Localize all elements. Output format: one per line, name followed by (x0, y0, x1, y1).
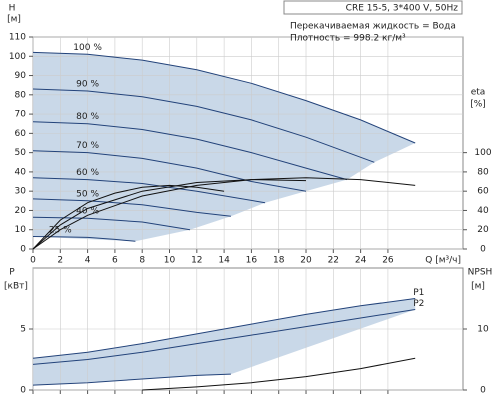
curve (142, 357, 416, 391)
curve (32, 373, 231, 386)
curve (32, 216, 191, 231)
y-tick-label: 110 (9, 33, 26, 43)
x-tick-label: 8 (139, 256, 145, 266)
curve (32, 309, 416, 365)
x-tick-label: 6 (112, 256, 118, 266)
y-tick-label: 90 (15, 71, 27, 81)
curve (32, 88, 375, 163)
x-tick-label: 10 (164, 256, 176, 266)
x-axis-label: Q [м³/ч] (425, 256, 461, 266)
curve (32, 121, 348, 181)
y-tick-label: 10 (15, 225, 27, 235)
y2-tick-label: 10 (477, 325, 489, 335)
curve (32, 184, 225, 250)
y-tick-label: 40 (15, 167, 27, 177)
y-axis-label: P (9, 268, 15, 278)
y-axis-unit: [кВт] (4, 282, 28, 292)
y-tick-label: 0 (20, 386, 26, 396)
curve (32, 177, 266, 204)
curve-label: P1 (413, 288, 424, 298)
curve-label: 80 % (76, 112, 99, 122)
y2-tick-label: 80 (477, 167, 489, 177)
y-tick-label: 50 (15, 148, 27, 158)
y-tick-label: 20 (15, 206, 27, 216)
y2-tick-label: 60 (477, 187, 489, 197)
y-tick-label: 30 (15, 187, 27, 197)
y2-tick-label: 0 (480, 245, 486, 255)
curve (32, 150, 307, 192)
y2-tick-label: 0 (480, 386, 486, 396)
x-tick-label: 12 (191, 256, 202, 266)
y2-axis-unit: [%] (470, 100, 486, 110)
curve-label: 100 % (73, 43, 102, 53)
x-tick-label: 16 (246, 256, 258, 266)
x-tick-label: 24 (355, 256, 367, 266)
y-tick-label: 60 (15, 129, 27, 139)
x-tick-label: 2 (57, 256, 63, 266)
x-tick-label: 4 (85, 256, 91, 266)
curve-label: 70 % (76, 141, 99, 151)
curve-label: 40 % (76, 207, 99, 217)
curve (32, 51, 416, 144)
y-tick-label: 100 (9, 52, 26, 62)
x-tick-label: 26 (382, 256, 394, 266)
curve-label: 90 % (76, 79, 99, 89)
y-tick-label: 70 (15, 110, 27, 120)
curve (32, 179, 307, 250)
y2-axis-label: eta (471, 88, 486, 98)
y-axis-label: H (9, 4, 16, 14)
curve (32, 198, 231, 217)
x-tick-label: 0 (30, 256, 36, 266)
x-tick-label: 14 (218, 256, 230, 266)
x-tick-label: 18 (273, 256, 285, 266)
y2-tick-label: 100 (474, 148, 491, 158)
curve-label: 60 % (76, 168, 99, 178)
y-tick-label: 0 (20, 245, 26, 255)
curve-label: P2 (413, 299, 424, 309)
curve (32, 298, 416, 359)
y2-axis-unit: [м] (471, 282, 485, 292)
curve (32, 177, 416, 250)
annotation: Перекачиваемая жидкость = Вода (290, 22, 456, 32)
y-tick-label: 5 (20, 325, 26, 335)
annotation: Плотность = 998.2 кг/м³ (290, 34, 406, 44)
x-tick-label: 22 (328, 256, 339, 266)
y2-tick-label: 20 (477, 225, 489, 235)
y-axis-unit: [м] (7, 15, 21, 25)
curve (32, 236, 136, 242)
y2-axis-label: NPSH (468, 268, 493, 278)
info-box (283, 0, 463, 15)
curve-label: 50 % (76, 189, 99, 199)
chart-title: CRE 15-5, 3*400 V, 50Hz (346, 4, 459, 14)
y-tick-label: 80 (15, 90, 27, 100)
y2-tick-label: 40 (477, 206, 489, 216)
x-tick-label: 20 (300, 256, 312, 266)
curve-label: 25 % (49, 225, 72, 235)
